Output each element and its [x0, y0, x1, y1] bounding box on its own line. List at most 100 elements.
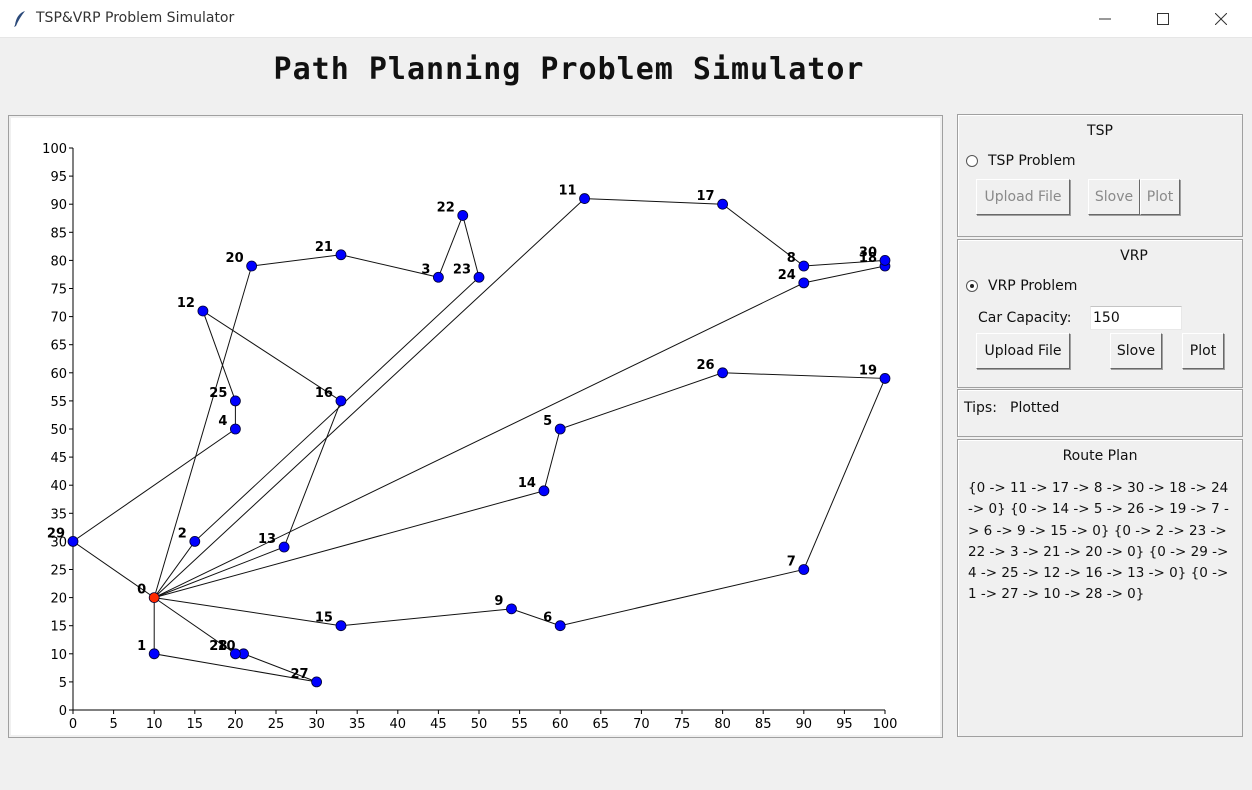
- node-point: [335, 395, 347, 407]
- y-tick-label: 60: [50, 367, 67, 382]
- vrp-radio-label: VRP Problem: [988, 278, 1078, 294]
- x-tick-label: 65: [593, 717, 610, 732]
- node-point: [473, 271, 485, 283]
- vrp-radio-row[interactable]: VRP Problem: [966, 278, 1077, 294]
- route-line-2: [154, 372, 886, 627]
- vrp-panel-title: VRP: [1120, 248, 1148, 264]
- y-tick-label: 20: [50, 592, 67, 607]
- y-tick-label: 100: [42, 142, 67, 157]
- vrp-panel: VRP VRP Problem Car Capacity: 150 Upload…: [957, 239, 1243, 388]
- y-tick-label: 95: [50, 170, 67, 185]
- x-tick-label: 50: [471, 717, 488, 732]
- node-point: [335, 620, 347, 632]
- node-label: 26: [697, 358, 715, 373]
- plot-background: [11, 118, 940, 735]
- y-tick-label: 15: [50, 620, 67, 635]
- node-label: 30: [859, 245, 877, 260]
- node-label: 5: [543, 414, 552, 429]
- feather-icon: [14, 11, 25, 27]
- node-label: 20: [226, 251, 244, 266]
- tsp-solve-button[interactable]: Slove: [1088, 179, 1140, 215]
- node-point: [879, 254, 891, 266]
- tsp-radio-label: TSP Problem: [988, 153, 1076, 169]
- node-label: 14: [518, 476, 536, 491]
- y-tick-label: 40: [50, 479, 67, 494]
- capacity-label: Car Capacity:: [978, 310, 1072, 326]
- node-label: 29: [47, 526, 65, 541]
- node-point: [538, 485, 550, 497]
- minimize-button[interactable]: [1076, 0, 1134, 38]
- node-label: 11: [558, 184, 576, 199]
- node-label: 6: [543, 611, 552, 626]
- tsp-radio-row[interactable]: TSP Problem: [966, 153, 1076, 169]
- y-tick-label: 45: [50, 451, 67, 466]
- node-label: 13: [258, 532, 276, 547]
- node-label: 25: [209, 386, 227, 401]
- route-plan-panel: Route Plan {0 -> 11 -> 17 -> 8 -> 30 -> …: [957, 439, 1243, 737]
- node-point: [717, 198, 728, 210]
- node-point: [229, 648, 241, 660]
- node-label: 7: [787, 555, 796, 570]
- node-label: 18: [859, 251, 877, 266]
- route-chart: 0 5 10 15 20 25 30 35 40 45 50 55 60 65 70 75 80 85 90 95 10…: [11, 118, 940, 735]
- node-label: 12: [177, 296, 195, 311]
- vrp-radio[interactable]: [966, 280, 978, 292]
- route-plot: 0 5 10 15 20 25 30 35 40 45 50 55 60 65 70 75 80 85 90 95 10…: [8, 115, 943, 738]
- x-tick-label: 70: [633, 717, 650, 732]
- minimize-icon: [1099, 18, 1111, 20]
- node-point: [798, 277, 810, 289]
- node-point: [579, 193, 590, 204]
- capacity-input[interactable]: 150: [1090, 306, 1182, 330]
- y-tick-label: 35: [50, 507, 67, 522]
- depot-point: [148, 592, 160, 604]
- node-point: [229, 395, 241, 407]
- vrp-plot-button[interactable]: Plot: [1182, 333, 1224, 369]
- maximize-button[interactable]: [1134, 0, 1192, 38]
- node-label: 28: [209, 639, 227, 654]
- vrp-upload-button[interactable]: Upload File: [976, 333, 1070, 369]
- x-tick-label: 45: [430, 717, 447, 732]
- tsp-plot-button[interactable]: Plot: [1140, 179, 1180, 215]
- y-tick-label: 65: [50, 339, 67, 354]
- node-point: [506, 603, 517, 615]
- node-point: [335, 249, 347, 261]
- vrp-solve-button[interactable]: Slove: [1110, 333, 1162, 369]
- node-point: [229, 423, 241, 435]
- node-label: 8: [787, 251, 796, 266]
- y-tick-label: 80: [50, 254, 67, 269]
- x-tick-label: 40: [390, 717, 407, 732]
- maximize-icon: [1157, 13, 1169, 25]
- y-tick-label: 30: [50, 535, 67, 550]
- node-label: 16: [315, 386, 333, 401]
- node-point: [67, 535, 79, 547]
- node-label: 19: [859, 363, 877, 378]
- tsp-panel: TSP TSP Problem Upload File Slove Plot: [957, 114, 1243, 237]
- node-label: 4: [218, 414, 227, 429]
- x-tick-label: 75: [674, 717, 691, 732]
- y-tick-label: 70: [50, 311, 67, 326]
- tsp-panel-title: TSP: [1087, 123, 1113, 139]
- x-tick-label: 95: [836, 717, 853, 732]
- y-tick-label: 10: [50, 648, 67, 663]
- x-tick-label: 30: [308, 717, 325, 732]
- node-point: [798, 564, 810, 575]
- tips-value: Plotted: [1010, 400, 1060, 416]
- x-tick-label: 35: [349, 717, 366, 732]
- y-tick-label: 0: [59, 704, 67, 719]
- node-label: 1: [137, 639, 146, 654]
- node-point: [246, 260, 258, 272]
- x-tick-label: 10: [146, 717, 163, 732]
- node-point: [554, 620, 566, 632]
- node-label: 9: [494, 594, 503, 609]
- node-point: [554, 423, 566, 435]
- tsp-upload-button[interactable]: Upload File: [976, 179, 1070, 215]
- node-point: [457, 210, 469, 221]
- node-label: 21: [315, 240, 333, 255]
- node-label: 27: [291, 667, 309, 682]
- window-titlebar: TSP&VRP Problem Simulator: [0, 0, 1252, 38]
- close-button[interactable]: [1192, 0, 1250, 38]
- tsp-radio[interactable]: [966, 155, 978, 167]
- tips-panel: Tips: Plotted: [957, 389, 1243, 437]
- route-line-1: [153, 198, 886, 599]
- route-line-5: [153, 597, 317, 683]
